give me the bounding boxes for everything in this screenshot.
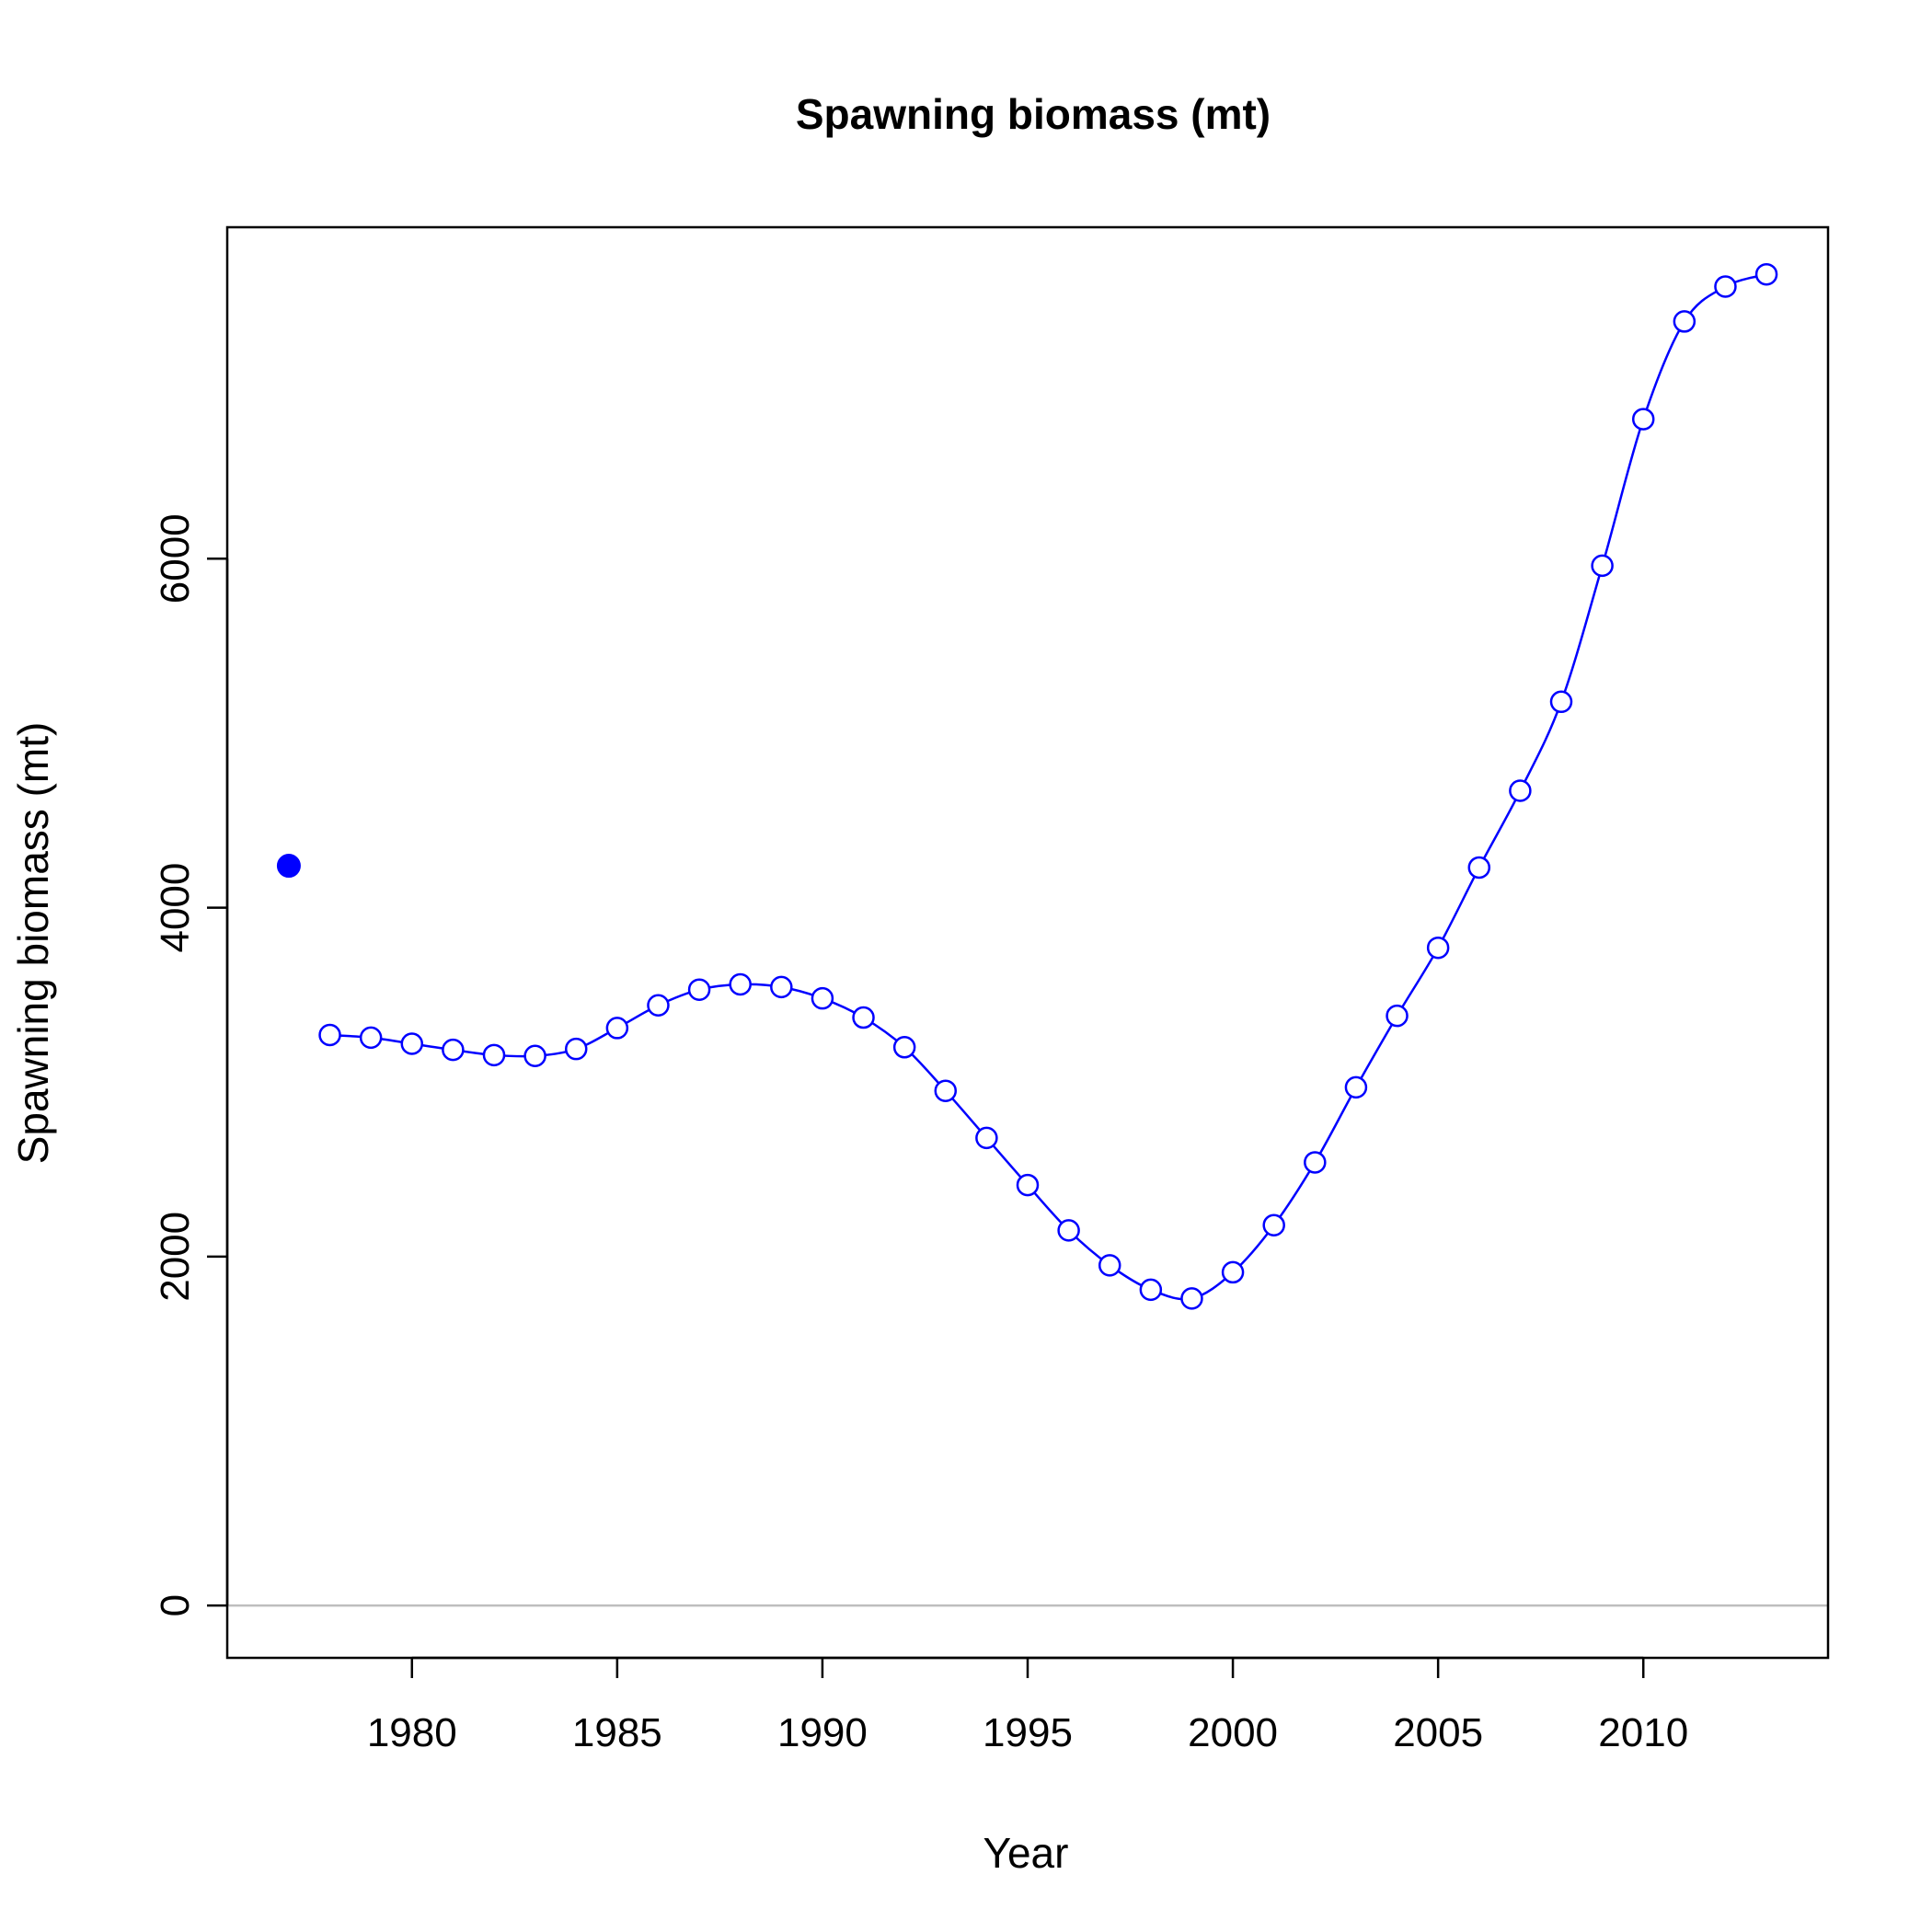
data-point bbox=[647, 994, 670, 1018]
x-tick-label: 1995 bbox=[983, 1710, 1073, 1755]
data-point bbox=[1631, 408, 1655, 431]
data-point-filled bbox=[276, 854, 301, 879]
data-point bbox=[442, 1038, 465, 1062]
y-tick-label: 4000 bbox=[153, 863, 198, 953]
x-tick-label: 1980 bbox=[367, 1710, 457, 1755]
x-tick-label: 1990 bbox=[777, 1710, 868, 1755]
data-point bbox=[564, 1037, 588, 1061]
data-point bbox=[1057, 1219, 1080, 1242]
data-point bbox=[687, 978, 711, 1001]
data-point bbox=[1016, 1173, 1040, 1197]
data-point bbox=[1386, 1004, 1409, 1028]
y-axis-label: Spawning biomass (mt) bbox=[9, 722, 57, 1165]
y-tick-label: 0 bbox=[153, 1594, 198, 1616]
axis-layer: 1980 1985 1990 1995 2000 2005 2010 0 2000 4000 600… bbox=[153, 513, 1688, 1755]
data-point bbox=[605, 1017, 629, 1040]
data-point bbox=[934, 1079, 958, 1102]
chart-title: Spawning biomass (mt) bbox=[796, 90, 1271, 138]
data-point bbox=[975, 1126, 998, 1150]
data-point bbox=[770, 975, 793, 999]
series-layer bbox=[276, 262, 1778, 1310]
plot-frame bbox=[225, 225, 1830, 1660]
data-point bbox=[523, 1044, 546, 1068]
data-point bbox=[1180, 1287, 1203, 1310]
data-point bbox=[811, 986, 834, 1010]
data-point bbox=[1262, 1213, 1285, 1236]
x-tick-label: 1985 bbox=[572, 1710, 662, 1755]
data-point bbox=[892, 1036, 916, 1059]
data-point bbox=[1344, 1075, 1368, 1099]
y-tick-label: 6000 bbox=[153, 513, 198, 604]
data-point bbox=[1673, 310, 1696, 333]
data-point bbox=[1139, 1278, 1163, 1302]
data-point bbox=[1426, 936, 1450, 960]
data-point bbox=[318, 1023, 341, 1047]
data-point bbox=[852, 1006, 875, 1029]
data-point bbox=[1714, 275, 1737, 298]
data-point bbox=[400, 1032, 424, 1055]
data-point bbox=[1591, 554, 1614, 578]
data-point bbox=[1509, 779, 1532, 802]
data-point bbox=[1549, 690, 1573, 714]
data-point bbox=[1467, 856, 1491, 880]
data-point bbox=[1304, 1151, 1327, 1174]
x-tick-label: 2005 bbox=[1393, 1710, 1483, 1755]
y-tick-label: 2000 bbox=[153, 1212, 198, 1302]
data-point bbox=[359, 1026, 383, 1050]
data-point bbox=[482, 1043, 506, 1067]
data-point bbox=[1754, 262, 1778, 286]
x-tick-label: 2000 bbox=[1188, 1710, 1278, 1755]
data-point bbox=[1098, 1254, 1121, 1277]
data-point bbox=[729, 972, 752, 996]
x-axis-label: Year bbox=[983, 1829, 1069, 1877]
data-point bbox=[1221, 1260, 1245, 1284]
x-tick-label: 2010 bbox=[1598, 1710, 1688, 1755]
